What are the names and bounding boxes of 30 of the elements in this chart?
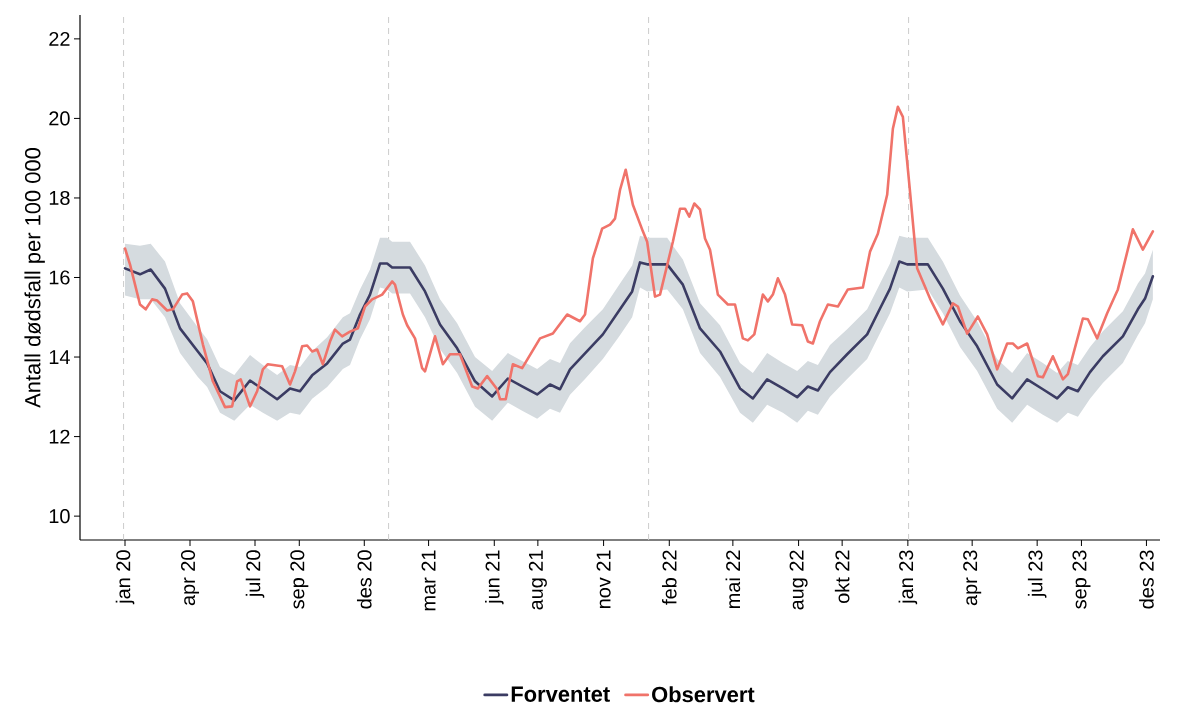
legend-label: Observert <box>652 686 755 703</box>
x-tick-label: feb 22 <box>661 550 677 605</box>
x-tick-label: jan 23 <box>898 550 918 605</box>
y-tick-label: 14 <box>49 350 70 364</box>
line-series <box>123 105 1155 409</box>
x-tick-label: jun 21 <box>485 550 504 605</box>
x-tick-label: des 20 <box>356 550 372 609</box>
x-tick-label: mar 21 <box>421 550 436 611</box>
x-tick-label: okt 22 <box>834 550 850 603</box>
y-axis-title: Antall dødsfall per 100 000 <box>24 148 45 408</box>
y-tick-label: 16 <box>49 270 70 285</box>
x-tick-label: jul 20 <box>245 550 265 598</box>
y-tick-label: 12 <box>49 429 70 444</box>
x-tick-label: nov 21 <box>596 550 611 609</box>
y-tick-label: 10 <box>49 509 70 524</box>
y-tick-label: 18 <box>49 190 70 205</box>
x-tick-label: jul 23 <box>1027 550 1047 598</box>
x-tick-label: aug 22 <box>789 550 808 610</box>
y-tick-label: 22 <box>49 31 70 46</box>
legend-label: Forventet <box>511 686 610 702</box>
y-tick-label: 20 <box>49 111 70 126</box>
x-tick-label: apr 23 <box>963 550 982 606</box>
x-tick-label: aug 21 <box>528 550 547 610</box>
x-tick-label: sep 23 <box>1072 550 1091 609</box>
x-tick-label: sep 20 <box>290 550 309 609</box>
x-tick-label: apr 20 <box>180 550 200 606</box>
x-tick-label: mai 22 <box>725 550 741 608</box>
x-tick-label: des 23 <box>1139 550 1154 609</box>
x-tick-label: jan 20 <box>115 550 135 605</box>
line-series <box>123 260 1155 402</box>
